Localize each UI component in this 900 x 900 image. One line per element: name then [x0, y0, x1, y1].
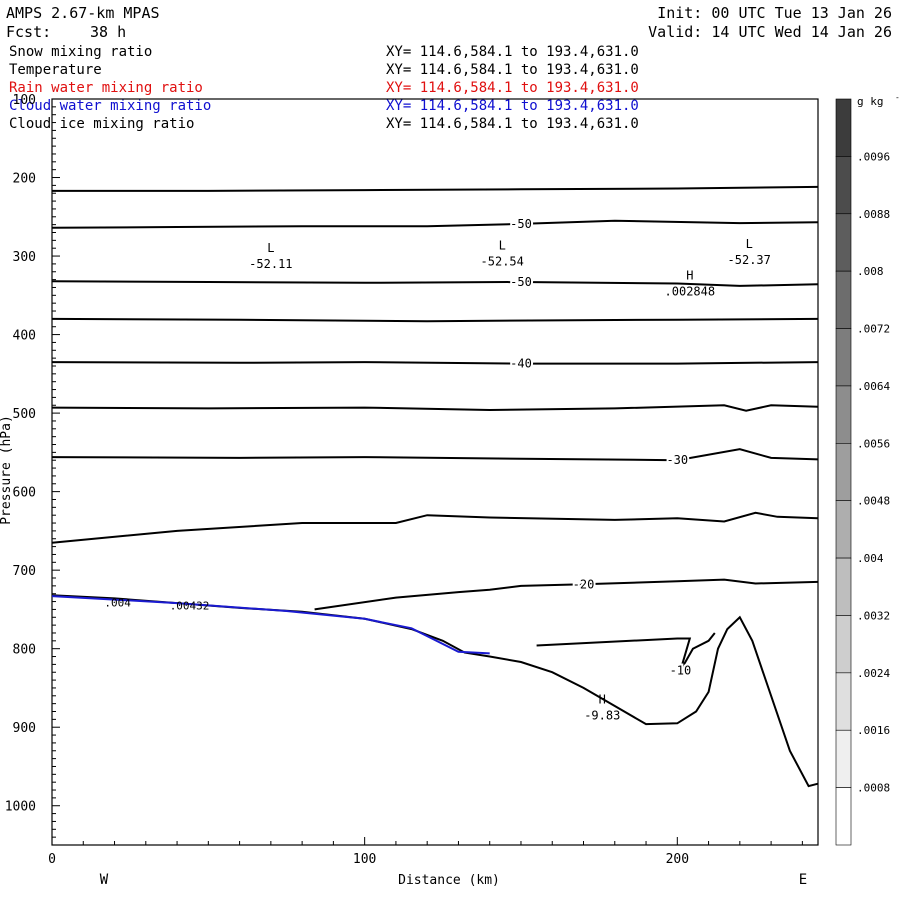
colorbar-label: .0048: [857, 495, 890, 508]
extreme-value: -52.37: [728, 253, 771, 267]
colorbar-label: .0096: [857, 150, 890, 163]
colorbar-step: [835, 729, 852, 788]
east-label: E: [799, 872, 807, 888]
x-tick-label: 0: [48, 852, 56, 867]
colorbar-unit: g kg: [857, 95, 884, 108]
colorbar-step: [835, 615, 852, 674]
colorbar-step: [835, 270, 852, 329]
colorbar-step: [835, 500, 852, 559]
init-time: Init: 00 UTC Tue 13 Jan 26: [657, 4, 892, 22]
colorbar-label: .004: [857, 552, 884, 565]
terrain-line: [51, 594, 819, 788]
isotherm-line: [51, 404, 819, 412]
extreme-value: -52.11: [249, 257, 292, 271]
colorbar-step: [835, 787, 852, 846]
isotherm-line: [51, 219, 819, 229]
terrain-layer: [51, 594, 819, 788]
isotherm-line: [51, 361, 819, 365]
isotherm-line: [51, 511, 819, 544]
y-tick-label: 400: [13, 329, 36, 344]
colorbar-label: .0008: [857, 782, 890, 795]
colorbar-step: [835, 557, 852, 616]
field-name: Temperature: [9, 62, 102, 78]
temperature-contours: [51, 185, 819, 672]
extreme-marker: L: [267, 241, 274, 255]
colorbar-step: [835, 443, 852, 501]
colorbar-label: .0064: [857, 380, 890, 393]
colorbar: .0096 .0088 .008 .0072 .0064 .0056 .0048 .004 .0…: [835, 93, 900, 846]
isotherm-label: -50: [510, 217, 532, 231]
field-xy-range: XY= 114.6,584.1 to 193.4,631.0: [386, 80, 639, 96]
plot-frame: [51, 98, 819, 846]
colorbar-unit-exponent: -1: [895, 93, 900, 102]
field-xy-range: XY= 114.6,584.1 to 193.4,631.0: [386, 62, 639, 78]
y-tick-label: 900: [13, 721, 36, 736]
y-tick-label: 100: [13, 93, 36, 108]
isotherm-label: -10: [670, 664, 692, 678]
extreme-marker: L: [746, 237, 753, 251]
colorbar-label: .0072: [857, 323, 890, 336]
plot-border: [51, 98, 819, 846]
x-axis-label: Distance (km): [398, 873, 500, 888]
field-xy-range: XY= 114.6,584.1 to 193.4,631.0: [386, 44, 639, 60]
field-xy-range: XY= 114.6,584.1 to 193.4,631.0: [386, 116, 639, 132]
colorbar-step: [835, 98, 852, 157]
extreme-value: .002848: [665, 284, 716, 298]
isotherm-line: [51, 280, 819, 287]
data-label: .004: [104, 596, 131, 609]
colorbar-label: .008: [857, 265, 884, 278]
axis-ticks: 100 200 300 400 500 600 700 800 900 1000 0 100 200: [5, 93, 803, 867]
contour-labels: -50 -50 -40 -30 -20 -10 L -52.11 L -52.54 L -52.37 H…: [104, 215, 771, 723]
colorbar-label: .0088: [857, 208, 890, 221]
colorbar-step: [835, 672, 852, 731]
extreme-value: -52.54: [481, 255, 524, 269]
colorbar-label: .0032: [857, 609, 890, 622]
colorbar-step: [835, 213, 852, 272]
isotherm-line: [52, 185, 819, 192]
forecast-label: Fcst:: [6, 23, 52, 41]
colorbar-step: [835, 156, 852, 215]
colorbar-label: .0016: [857, 724, 890, 737]
colorbar-label: .0056: [857, 437, 890, 450]
colorbar-step: [835, 385, 852, 444]
extreme-value: -9.83: [584, 709, 620, 723]
colorbar-label: .0024: [857, 667, 890, 680]
data-label: .00432: [170, 599, 210, 612]
y-tick-label: 200: [13, 172, 36, 187]
forecast-hours: 38 h: [90, 23, 127, 41]
field-name: Rain water mixing ratio: [9, 80, 203, 96]
field-name: Cloud ice mixing ratio: [9, 116, 195, 132]
y-tick-label: 800: [13, 643, 36, 658]
isotherm-label: -30: [666, 453, 688, 467]
extreme-marker: L: [499, 239, 506, 253]
isotherm-line: [314, 578, 819, 611]
field-name: Cloud water mixing ratio: [9, 98, 212, 114]
y-tick-label: 600: [13, 486, 36, 501]
y-tick-label: 1000: [5, 800, 36, 815]
isotherm-label: -20: [573, 577, 595, 591]
field-xy-range: XY= 114.6,584.1 to 193.4,631.0: [386, 98, 639, 114]
x-tick-label: 100: [353, 852, 376, 867]
isotherm-line: [51, 448, 819, 462]
cloud-water-contour: [51, 595, 490, 655]
y-tick-label: 700: [13, 564, 36, 579]
west-label: W: [100, 872, 109, 888]
valid-time: Valid: 14 UTC Wed 14 Jan 26: [648, 23, 892, 41]
y-tick-label: 500: [13, 407, 36, 422]
isotherm-label: -40: [510, 357, 532, 371]
x-tick-label: 200: [666, 852, 689, 867]
extreme-marker: H: [686, 268, 693, 282]
isotherm-line: [536, 632, 716, 672]
model-title: AMPS 2.67-km MPAS: [6, 4, 160, 22]
extreme-marker: H: [599, 693, 606, 707]
isotherm-line: [51, 317, 819, 323]
field-name: Snow mixing ratio: [9, 44, 153, 60]
colorbar-step: [835, 328, 852, 387]
y-tick-label: 300: [13, 250, 36, 265]
isotherm-label: -50: [510, 275, 532, 289]
y-axis-label: Pressure (hPa): [0, 415, 14, 525]
